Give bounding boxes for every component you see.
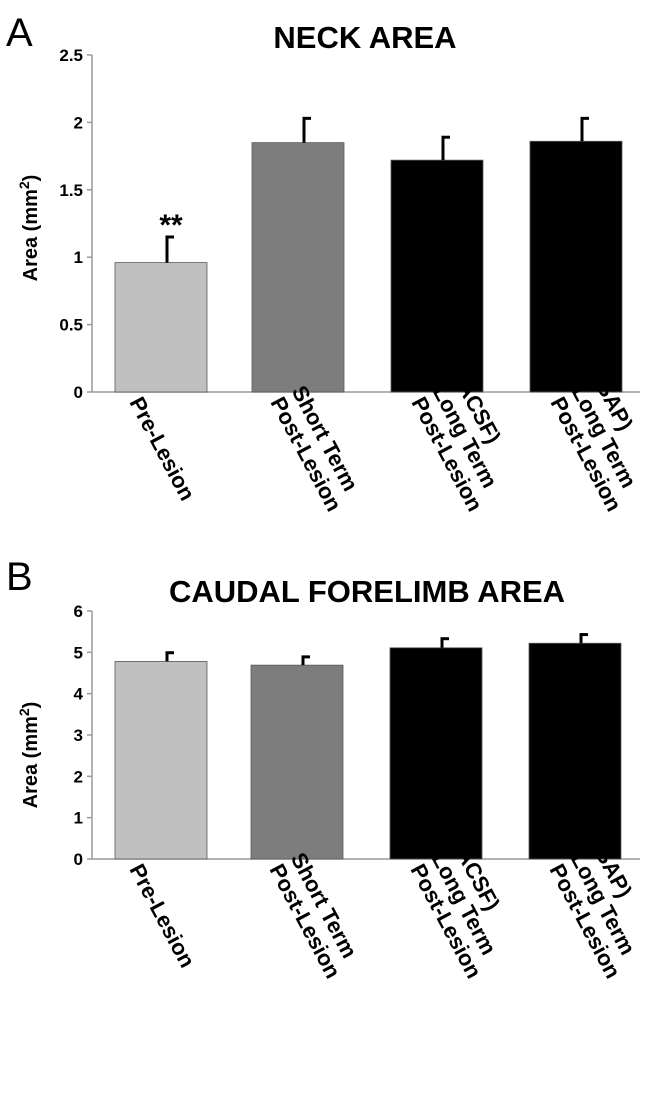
bar [389,647,483,860]
y-tick-label: 2 [74,767,83,786]
panel-b-letter: B [6,555,33,599]
y-tick-label: 1.5 [59,181,83,200]
x-category-label: Post-LesionShort Term [265,848,367,982]
y-tick-label: 4 [74,685,84,704]
significance-annotation: ** [159,209,183,242]
y-tick-label: 3 [74,726,83,745]
panel-a-letter: A [6,11,33,55]
y-tick-label: 5 [74,643,83,662]
bar [114,661,208,860]
y-tick-label: 2.5 [59,46,83,65]
panel-a-y-axis-label: Area (mm2) [16,175,42,282]
panel-b-y-axis-label: Area (mm2) [16,702,42,809]
panel-a-plot-area: 0 0.5 1 1.5 2 2.5 Pre-Lesion Post-LesionShort T… [59,46,641,516]
y-tick-label: 0 [74,383,83,402]
y-tick-label: 1 [74,809,83,828]
y-tick-label: 0 [74,850,83,869]
panel-a-title: NECK AREA [273,20,456,55]
panel-a-chart: A NECK AREA Area (mm2) 0 0.5 1 1.5 2 2.5 Pre-L… [6,11,641,516]
bar [250,664,344,860]
y-tick-label: 1 [74,248,83,267]
bar [251,142,345,393]
panel-b-title: CAUDAL FORELIMB AREA [169,574,565,609]
bar [390,159,484,393]
bar [529,140,623,393]
bar [528,642,622,860]
panel-b-chart: B CAUDAL FORELIMB AREA Area (mm2) 0 1 2 3 4 5… [6,555,641,983]
y-tick-label: 0.5 [59,316,83,335]
bar [114,262,208,393]
x-category-label: Post-LesionShort Term [266,381,368,515]
x-category-label: Pre-Lesion [125,393,200,505]
x-category-label: Pre-Lesion [125,860,200,972]
y-tick-label: 2 [74,113,83,132]
y-tick-label: 6 [74,602,83,621]
